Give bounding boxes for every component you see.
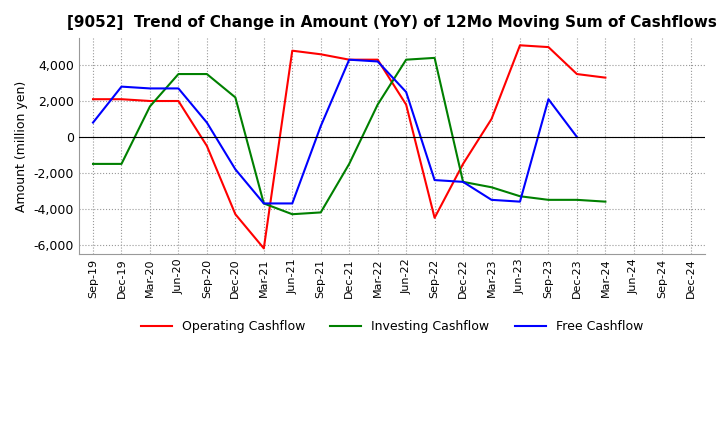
Investing Cashflow (89, 161, 97, 167)
Operating Cashflow (345, 57, 354, 62)
Investing Cashflow (345, 161, 354, 167)
Operating Cashflow (431, 215, 439, 220)
Operating Cashflow (572, 71, 581, 77)
Free Cashflow (345, 57, 354, 62)
Legend: Operating Cashflow, Investing Cashflow, Free Cashflow: Operating Cashflow, Investing Cashflow, … (135, 315, 648, 338)
Line: Investing Cashflow: Investing Cashflow (93, 58, 606, 214)
Free Cashflow (431, 177, 439, 183)
Free Cashflow (316, 124, 325, 129)
Investing Cashflow (459, 179, 467, 184)
Investing Cashflow (601, 199, 610, 204)
Free Cashflow (89, 120, 97, 125)
Operating Cashflow (231, 212, 240, 217)
Y-axis label: Amount (million yen): Amount (million yen) (15, 81, 28, 212)
Free Cashflow (402, 89, 410, 95)
Free Cashflow (117, 84, 126, 89)
Investing Cashflow (431, 55, 439, 61)
Investing Cashflow (402, 57, 410, 62)
Free Cashflow (259, 201, 268, 206)
Operating Cashflow (288, 48, 297, 53)
Free Cashflow (459, 179, 467, 184)
Operating Cashflow (202, 143, 211, 149)
Free Cashflow (374, 59, 382, 64)
Line: Free Cashflow: Free Cashflow (93, 60, 577, 203)
Investing Cashflow (544, 197, 553, 202)
Investing Cashflow (572, 197, 581, 202)
Investing Cashflow (174, 71, 183, 77)
Free Cashflow (231, 167, 240, 172)
Free Cashflow (487, 197, 496, 202)
Operating Cashflow (544, 44, 553, 50)
Investing Cashflow (117, 161, 126, 167)
Investing Cashflow (145, 104, 154, 109)
Operating Cashflow (374, 57, 382, 62)
Operating Cashflow (259, 246, 268, 251)
Investing Cashflow (202, 71, 211, 77)
Operating Cashflow (601, 75, 610, 80)
Investing Cashflow (374, 102, 382, 107)
Operating Cashflow (516, 43, 524, 48)
Free Cashflow (174, 86, 183, 91)
Free Cashflow (572, 134, 581, 139)
Operating Cashflow (487, 116, 496, 121)
Operating Cashflow (459, 161, 467, 167)
Investing Cashflow (316, 210, 325, 215)
Operating Cashflow (316, 51, 325, 57)
Free Cashflow (202, 120, 211, 125)
Investing Cashflow (487, 185, 496, 190)
Operating Cashflow (402, 102, 410, 107)
Investing Cashflow (259, 201, 268, 206)
Free Cashflow (516, 199, 524, 204)
Free Cashflow (544, 96, 553, 102)
Investing Cashflow (516, 194, 524, 199)
Title: [9052]  Trend of Change in Amount (YoY) of 12Mo Moving Sum of Cashflows: [9052] Trend of Change in Amount (YoY) o… (67, 15, 717, 30)
Operating Cashflow (174, 99, 183, 104)
Investing Cashflow (231, 95, 240, 100)
Operating Cashflow (89, 96, 97, 102)
Operating Cashflow (145, 99, 154, 104)
Operating Cashflow (117, 96, 126, 102)
Investing Cashflow (288, 212, 297, 217)
Free Cashflow (288, 201, 297, 206)
Line: Operating Cashflow: Operating Cashflow (93, 45, 606, 248)
Free Cashflow (145, 86, 154, 91)
